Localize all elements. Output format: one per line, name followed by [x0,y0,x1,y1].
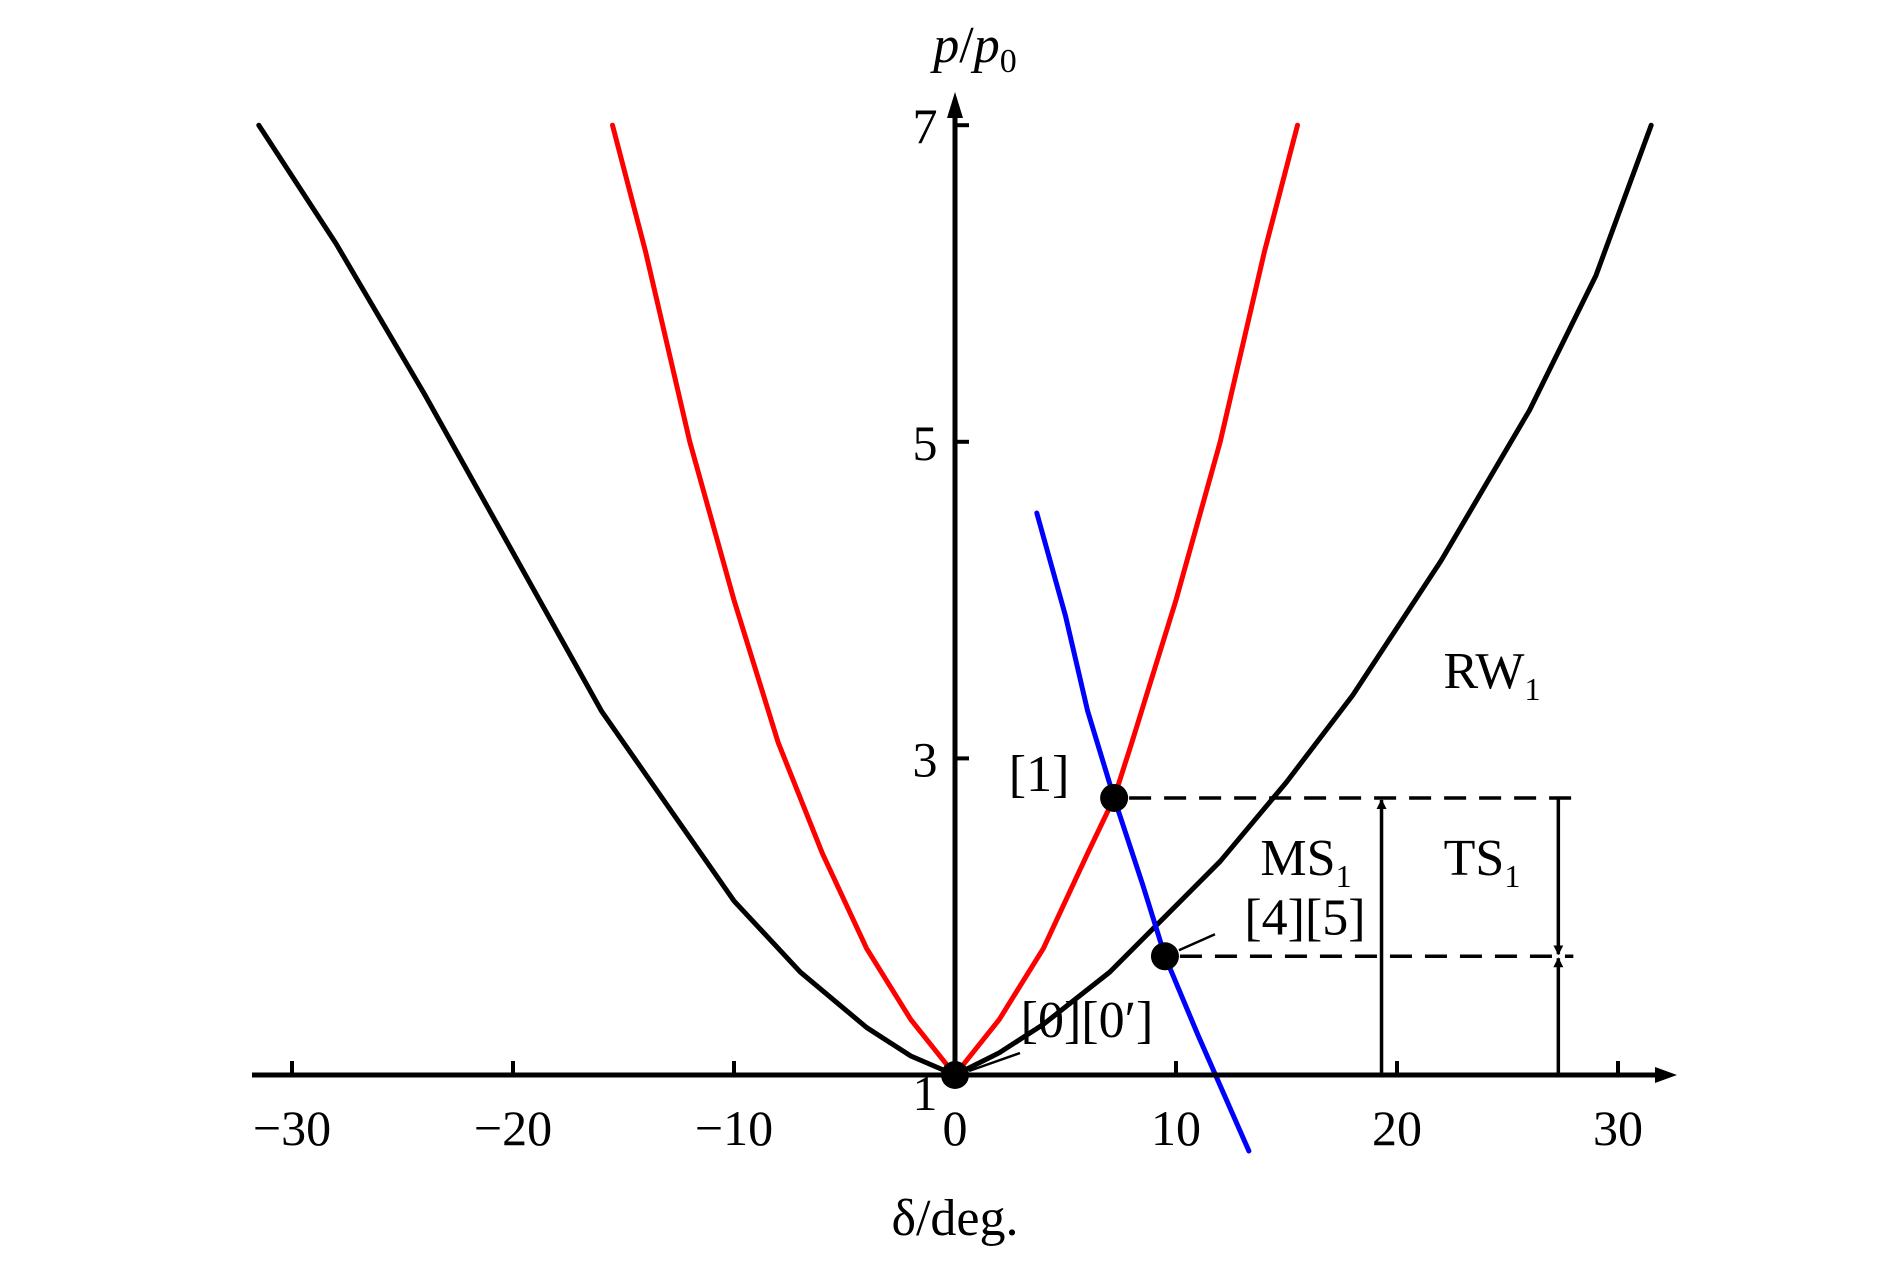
x-tick-label: −30 [253,1100,331,1156]
series-line-4 [952,122,1300,1078]
x-tick-label: 0 [943,1100,968,1156]
x-tick-label: −10 [695,1100,773,1156]
series-line-2 [952,122,1654,1078]
x-axis-title: δ/deg. [891,1190,1018,1247]
y-tick-label: 7 [913,98,938,154]
data-point-2 [1150,942,1179,971]
x-tick-label: 10 [1151,1100,1201,1156]
labels-group: [1] [4][5] [0][0′] RW1 MS1 TS1 [968,643,1541,1073]
y-tick-label: 3 [913,731,938,787]
point-label-0: [0][0′] [1021,992,1154,1049]
x-tick-label: −20 [474,1100,552,1156]
series-line-3 [610,122,958,1078]
ms1-label: MS1 [1260,830,1351,894]
point-label-leader-45 [1178,933,1216,952]
point-label-45: [4][5] [1244,889,1365,946]
y-tick-label: 5 [913,415,938,471]
y-axis-arrowhead [947,92,963,118]
x-tick-label: 30 [1593,1100,1643,1156]
data-points-group [941,783,1179,1089]
y-tick-label: 1 [913,1065,938,1121]
x-tick-label: 20 [1372,1100,1422,1156]
reference-lines-group [1129,796,1574,1075]
data-point-3 [941,1061,969,1089]
rw1-label: RW1 [1444,643,1541,707]
data-series-group [256,122,1654,1154]
series-line-1 [256,122,958,1078]
point-label-1: [1] [1009,746,1070,803]
data-point-1 [1100,783,1129,812]
x-axis-arrowhead [1655,1067,1677,1083]
y-axis-title: p/p0 [929,17,1016,80]
series-line-5 [1034,510,1252,1154]
ts1-label: TS1 [1444,830,1521,894]
point-label-leader-0 [968,1051,1021,1073]
